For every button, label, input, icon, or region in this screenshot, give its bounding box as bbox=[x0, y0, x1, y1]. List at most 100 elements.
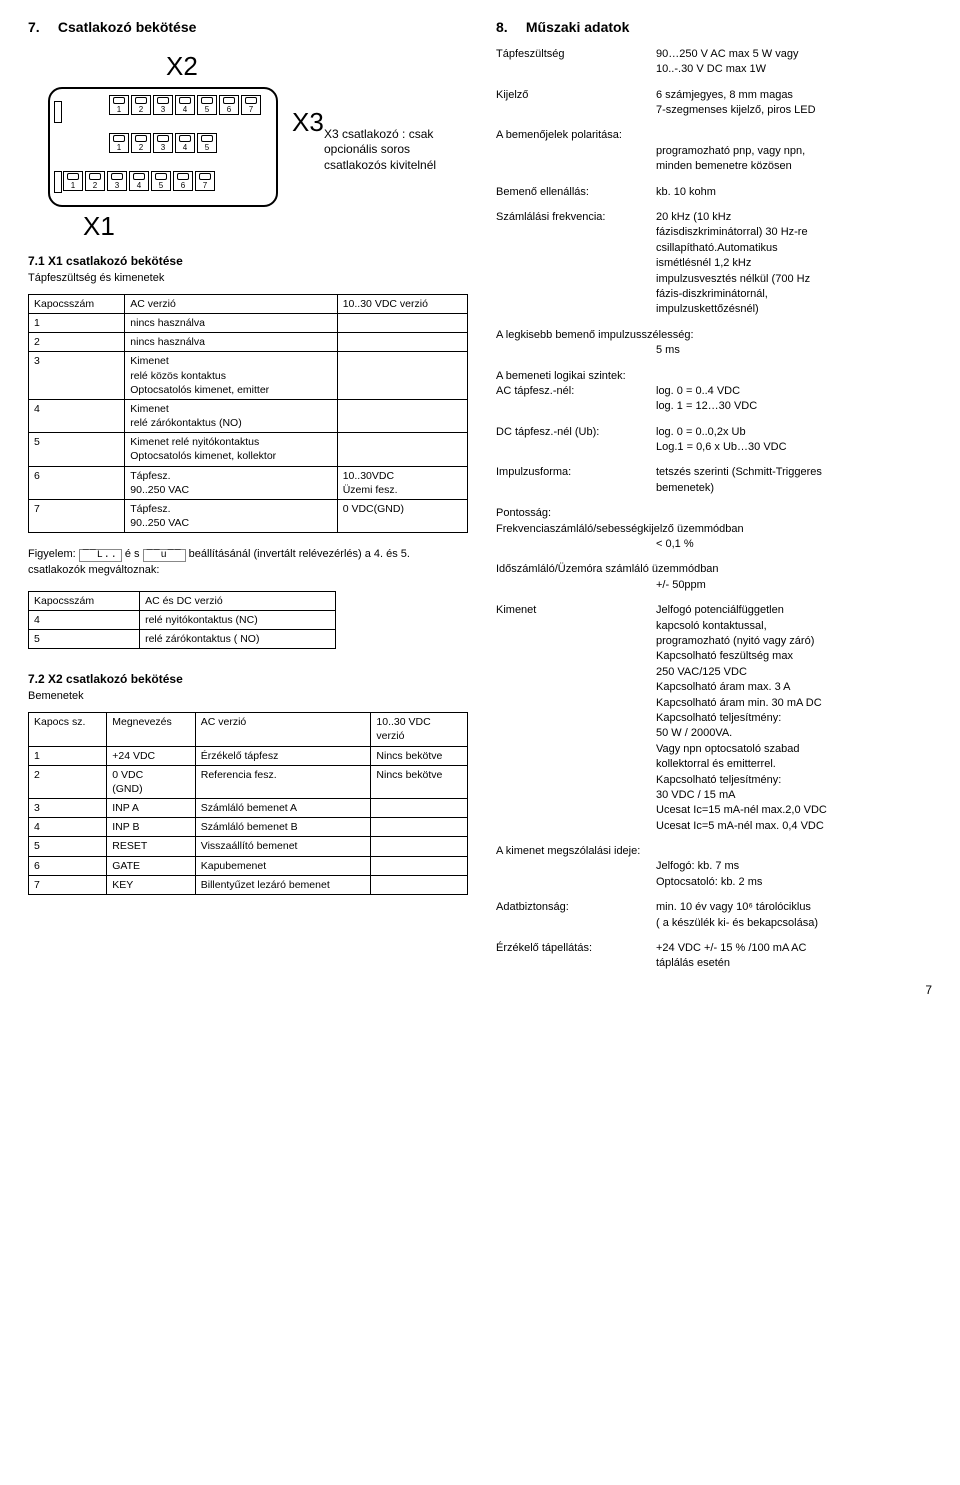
table-cell: 5 bbox=[29, 630, 140, 649]
table-cell: 0 VDC (GND) bbox=[107, 765, 196, 798]
table-cell: Számláló bemenet B bbox=[195, 818, 371, 837]
table-cell bbox=[371, 875, 468, 894]
section-7-2-sub: Bemenetek bbox=[28, 689, 468, 704]
table-header: AC verzió bbox=[125, 294, 337, 313]
table-cell: relé nyitókontaktus (NC) bbox=[140, 610, 336, 629]
table-cell: INP A bbox=[107, 799, 196, 818]
spec-value: tetszés szerinti (Schmitt-Triggeres beme… bbox=[656, 465, 932, 496]
table-cell: 4 bbox=[29, 610, 140, 629]
table-cell: 3 bbox=[29, 799, 107, 818]
table-row: 4relé nyitókontaktus (NC) bbox=[29, 610, 336, 629]
table-cell bbox=[337, 314, 467, 333]
table-cell: 5 bbox=[29, 837, 107, 856]
table-row: 20 VDC (GND)Referencia fesz.Nincs bekötv… bbox=[29, 765, 468, 798]
table-cell: 6 bbox=[29, 466, 125, 499]
spec-value: 90…250 V AC max 5 W vagy 10..-.30 V DC m… bbox=[656, 47, 932, 78]
spec-row: Tápfeszültség90…250 V AC max 5 W vagy 10… bbox=[496, 47, 932, 78]
table-cell: Kimenet relé zárókontaktus (NO) bbox=[125, 399, 337, 432]
table-cell bbox=[371, 818, 468, 837]
terminal: 6 bbox=[173, 171, 193, 191]
table-cell bbox=[371, 856, 468, 875]
table-cell bbox=[337, 352, 467, 400]
table-cell: 4 bbox=[29, 818, 107, 837]
table-x1: Kapocsszám AC verzió 10..30 VDC verzió 1… bbox=[28, 294, 468, 533]
spec-value: +/- 50ppm bbox=[496, 578, 932, 593]
terminal: 5 bbox=[197, 95, 217, 115]
table-cell: Érzékelő tápfesz bbox=[195, 746, 371, 765]
spec-label: Impulzusforma: bbox=[496, 465, 656, 496]
table-row: Kapocsszám AC verzió 10..30 VDC verzió bbox=[29, 294, 468, 313]
terminal: 4 bbox=[175, 133, 195, 153]
table-invert: Kapocsszám AC és DC verzió 4relé nyitóko… bbox=[28, 591, 336, 650]
spec-value: programozható pnp, vagy npn, minden beme… bbox=[496, 144, 932, 175]
spec-value: Jelfogó potenciálfüggetlen kapcsoló kont… bbox=[656, 603, 932, 834]
x3-description: X3 csatlakozó : csak opcionális soros cs… bbox=[324, 127, 436, 174]
table-row: 5RESETVisszaállító bemenet bbox=[29, 837, 468, 856]
terminal: 2 bbox=[131, 95, 151, 115]
table-row: 7KEYBillentyűzet lezáró bemenet bbox=[29, 875, 468, 894]
table-header: Kapocs sz. bbox=[29, 713, 107, 746]
spec-label: Számlálási frekvencia: bbox=[496, 210, 656, 318]
spec-value: log. 0 = 0..4 VDC log. 1 = 12…30 VDC bbox=[656, 384, 932, 415]
x1-label: X1 bbox=[83, 209, 115, 244]
section-7-1-head: 7.1 X1 csatlakozó bekötése bbox=[28, 253, 468, 269]
spec-label: Kimenet bbox=[496, 603, 656, 834]
terminal: 5 bbox=[197, 133, 217, 153]
table-cell: INP B bbox=[107, 818, 196, 837]
spec-label: A bemenőjelek polaritása: bbox=[496, 128, 932, 143]
terminal: 3 bbox=[107, 171, 127, 191]
table-row: 3INP ASzámláló bemenet A bbox=[29, 799, 468, 818]
spec-value: min. 10 év vagy 10⁶ tárolóciklus ( a kés… bbox=[656, 900, 932, 931]
spec-label: DC tápfesz.-nél (Ub): bbox=[496, 425, 656, 456]
spec-label: Tápfeszültség bbox=[496, 47, 656, 78]
table-cell: nincs használva bbox=[125, 314, 337, 333]
table-cell: KEY bbox=[107, 875, 196, 894]
spec-row: Számlálási frekvencia:20 kHz (10 kHz fáz… bbox=[496, 210, 932, 318]
terminal: 7 bbox=[195, 171, 215, 191]
table-cell: 10..30VDC Üzemi fesz. bbox=[337, 466, 467, 499]
spec-label: A kimenet megszólalási ideje: bbox=[496, 844, 932, 859]
table-row: 2nincs használva bbox=[29, 333, 468, 352]
table-header: Kapocsszám bbox=[29, 294, 125, 313]
table-row: 4Kimenet relé zárókontaktus (NO) bbox=[29, 399, 468, 432]
table-cell: Számláló bemenet A bbox=[195, 799, 371, 818]
x3-label: X3 bbox=[292, 105, 324, 140]
terminal: 3 bbox=[153, 133, 173, 153]
table-cell: 5 bbox=[29, 433, 125, 466]
table-cell: 4 bbox=[29, 399, 125, 432]
table-cell: 6 bbox=[29, 856, 107, 875]
spec-row: Impulzusforma:tetszés szerinti (Schmitt-… bbox=[496, 465, 932, 496]
x2-label: X2 bbox=[166, 49, 198, 84]
spec-value: +24 VDC +/- 15 % /100 mA AC táplálás ese… bbox=[656, 941, 932, 972]
table-row: Kapocsszám AC és DC verzió bbox=[29, 591, 336, 610]
table-cell bbox=[371, 799, 468, 818]
spec-row: Bemenő ellenállás:kb. 10 kohm bbox=[496, 185, 932, 200]
table-cell: Kimenet relé közös kontaktus Optocsatoló… bbox=[125, 352, 337, 400]
table-cell: 7 bbox=[29, 499, 125, 532]
spec-label: Érzékelő tápellátás: bbox=[496, 941, 656, 972]
section-7-title: 7. Csatlakozó bekötése bbox=[28, 18, 468, 37]
table-row: Kapocs sz. Megnevezés AC verzió 10..30 V… bbox=[29, 713, 468, 746]
spec-value: Frekvenciaszámláló/sebességkijelző üzemm… bbox=[496, 522, 932, 537]
section-8-text: Műszaki adatok bbox=[526, 19, 629, 35]
terminal: 1 bbox=[109, 133, 129, 153]
spec-label: Adatbiztonság: bbox=[496, 900, 656, 931]
terminal: 1 bbox=[109, 95, 129, 115]
table-cell: 0 VDC(GND) bbox=[337, 499, 467, 532]
section-7-num: 7. bbox=[28, 18, 54, 37]
table-row: 1nincs használva bbox=[29, 314, 468, 333]
table-cell: Billentyűzet lezáró bemenet bbox=[195, 875, 371, 894]
table-cell: 1 bbox=[29, 314, 125, 333]
spec-row: Adatbiztonság:min. 10 év vagy 10⁶ tároló… bbox=[496, 900, 932, 931]
spec-value: log. 0 = 0..0,2x Ub Log.1 = 0,6 x Ub…30 … bbox=[656, 425, 932, 456]
table-cell: nincs használva bbox=[125, 333, 337, 352]
table-cell: 2 bbox=[29, 765, 107, 798]
terminal: 5 bbox=[151, 171, 171, 191]
x3-desc-l2: opcionális soros bbox=[324, 142, 410, 156]
table-cell: Nincs bekötve bbox=[371, 746, 468, 765]
table-cell: 3 bbox=[29, 352, 125, 400]
table-row: 3Kimenet relé közös kontaktus Optocsatol… bbox=[29, 352, 468, 400]
terminal: 4 bbox=[175, 95, 195, 115]
table-cell: Kimenet relé nyitókontaktus Optocsatolós… bbox=[125, 433, 337, 466]
table-cell: 1 bbox=[29, 746, 107, 765]
